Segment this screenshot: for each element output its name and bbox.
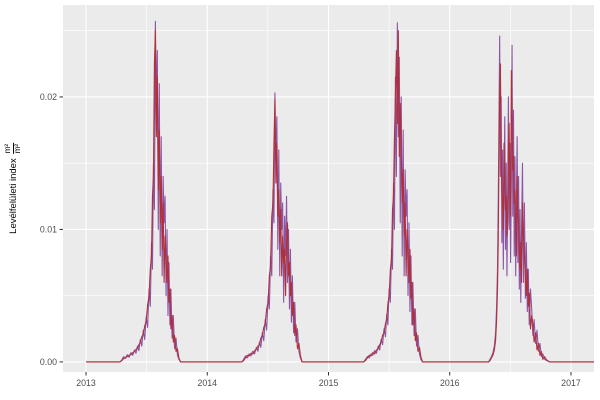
y-axis-tick-label: 0.01 bbox=[40, 224, 57, 234]
y-axis-tick-label: 0.00 bbox=[40, 357, 57, 367]
y-axis-tick-label: 0.02 bbox=[40, 92, 57, 102]
x-axis-tick-label: 2017 bbox=[561, 378, 581, 388]
x-axis-tick-label: 2016 bbox=[440, 378, 460, 388]
x-axis-tick-label: 2013 bbox=[76, 378, 96, 388]
x-axis-tick-label: 2015 bbox=[319, 378, 339, 388]
lai-series-red bbox=[86, 30, 594, 363]
x-axis-tick-label: 2014 bbox=[197, 378, 217, 388]
